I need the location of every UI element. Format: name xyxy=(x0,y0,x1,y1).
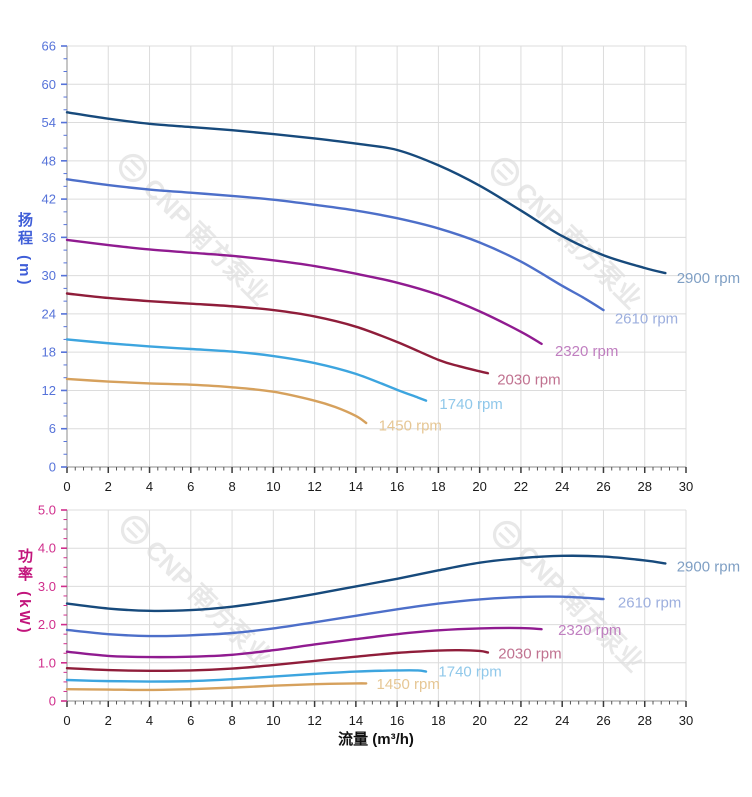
series-label-1740-rpm-power: 1740 rpm xyxy=(438,664,501,681)
x-tick-labels: 0 2 4 6 8 10 12 14 16 18 20 22 24 26 28 30 xyxy=(63,479,693,494)
svg-text:10: 10 xyxy=(266,479,280,494)
series-label-2900-rpm-power: 2900 rpm xyxy=(677,559,740,576)
x-ticks xyxy=(66,467,687,473)
cnp-logo-icon xyxy=(492,520,522,550)
svg-text:12: 12 xyxy=(307,713,321,728)
svg-text:30: 30 xyxy=(679,479,693,494)
svg-text:28: 28 xyxy=(637,713,651,728)
svg-text:6: 6 xyxy=(49,421,56,436)
svg-text:30: 30 xyxy=(42,268,56,283)
svg-text:22: 22 xyxy=(514,479,528,494)
svg-text:0: 0 xyxy=(63,479,70,494)
svg-text:22: 22 xyxy=(514,713,528,728)
svg-text:18: 18 xyxy=(431,479,445,494)
curve-2900-rpm-power xyxy=(65,554,667,613)
svg-text:0: 0 xyxy=(49,460,56,475)
svg-text:66: 66 xyxy=(42,39,56,54)
svg-text:4: 4 xyxy=(146,479,153,494)
watermark-2: CNP 南方泵业 xyxy=(490,157,648,315)
svg-text:10: 10 xyxy=(266,713,280,728)
svg-text:6: 6 xyxy=(187,713,194,728)
svg-text:16: 16 xyxy=(390,713,404,728)
series-label-2900-rpm-head: 2900 rpm xyxy=(677,270,740,287)
series-label-2320-rpm-power: 2320 rpm xyxy=(558,622,621,639)
svg-text:5.0: 5.0 xyxy=(38,503,56,518)
y-ticks xyxy=(61,509,67,702)
power-axis-title: 功率 (kW) xyxy=(16,548,33,636)
svg-text:1.0: 1.0 xyxy=(38,655,56,670)
svg-text:12: 12 xyxy=(42,383,56,398)
svg-text:2: 2 xyxy=(105,713,112,728)
head-chart: 0 2 4 6 8 10 12 14 16 18 20 22 24 26 28 300612182430364… xyxy=(42,39,741,495)
svg-text:24: 24 xyxy=(555,479,569,494)
y-ticks xyxy=(61,45,67,468)
svg-text:28: 28 xyxy=(637,479,651,494)
gridlines xyxy=(66,45,687,468)
curve-1450-rpm-power xyxy=(65,682,368,692)
svg-text:42: 42 xyxy=(42,192,56,207)
curve-2610-rpm-power xyxy=(65,595,605,638)
series-label-2610-rpm-head: 2610 rpm xyxy=(615,310,678,327)
svg-text:26: 26 xyxy=(596,479,610,494)
series-label-2030-rpm-head: 2030 rpm xyxy=(497,372,560,389)
cnp-logo-icon xyxy=(490,157,520,187)
curve-1740-rpm-head xyxy=(65,338,428,402)
watermark-1: CNP 南方泵业 xyxy=(118,153,276,311)
flow-axis-title: 流量 (m³/h) xyxy=(338,731,414,748)
svg-text:24: 24 xyxy=(555,713,569,728)
cnp-logo-icon xyxy=(120,515,150,545)
svg-text:54: 54 xyxy=(42,115,56,130)
curve-1450-rpm-head xyxy=(65,377,368,425)
svg-text:3.0: 3.0 xyxy=(38,579,56,594)
series-label-1450-rpm-head: 1450 rpm xyxy=(379,418,442,435)
svg-text:48: 48 xyxy=(42,153,56,168)
svg-text:30: 30 xyxy=(679,713,693,728)
watermark-3: CNP 南方泵业 xyxy=(120,515,278,673)
svg-text:20: 20 xyxy=(472,479,486,494)
svg-text:8: 8 xyxy=(228,713,235,728)
series-label-1450-rpm-power: 1450 rpm xyxy=(377,676,440,693)
svg-text:6: 6 xyxy=(187,479,194,494)
svg-text:60: 60 xyxy=(42,77,56,92)
curve-2030-rpm-power xyxy=(65,648,490,673)
svg-text:24: 24 xyxy=(42,306,56,321)
svg-text:2: 2 xyxy=(105,479,112,494)
svg-text:12: 12 xyxy=(307,479,321,494)
x-tick-labels: 0 2 4 6 8 10 12 14 16 18 20 22 24 26 28 30 xyxy=(63,713,693,728)
svg-text:18: 18 xyxy=(42,345,56,360)
svg-text:18: 18 xyxy=(431,713,445,728)
svg-text:8: 8 xyxy=(228,479,235,494)
curve-1740-rpm-power xyxy=(65,669,428,683)
y-tick-labels: 0 1.0 2.0 3.0 4.0 5.0 xyxy=(38,503,56,709)
curve-2320-rpm-head xyxy=(65,238,543,346)
power-chart: 0 2 4 6 8 10 12 14 16 18 20 22 24 26 28 3001.02.03.04.0… xyxy=(38,503,740,729)
svg-text:36: 36 xyxy=(42,230,56,245)
y-tick-labels: 0 6 12 18 24 30 36 42 48 54 60 66 xyxy=(42,39,56,475)
series-label-2610-rpm-power: 2610 rpm xyxy=(618,594,681,611)
svg-text:4: 4 xyxy=(146,713,153,728)
svg-text:0: 0 xyxy=(49,694,56,709)
svg-text:26: 26 xyxy=(596,713,610,728)
series-label-1740-rpm-head: 1740 rpm xyxy=(439,396,502,413)
curve-2900-rpm-head xyxy=(65,111,667,275)
svg-text:2.0: 2.0 xyxy=(38,617,56,632)
svg-text:14: 14 xyxy=(349,713,363,728)
cnp-logo-icon xyxy=(118,153,148,183)
series-label-2030-rpm-power: 2030 rpm xyxy=(498,646,561,663)
head-axis-title: 扬程 (m) xyxy=(16,212,33,288)
curve-2030-rpm-head xyxy=(65,292,490,375)
curve-2610-rpm-head xyxy=(65,178,605,312)
x-ticks xyxy=(66,701,687,707)
svg-text:0: 0 xyxy=(63,713,70,728)
svg-text:14: 14 xyxy=(349,479,363,494)
svg-text:16: 16 xyxy=(390,479,404,494)
svg-text:4.0: 4.0 xyxy=(38,541,56,556)
curve-2320-rpm-power xyxy=(65,626,543,659)
svg-text:20: 20 xyxy=(472,713,486,728)
series-label-2320-rpm-head: 2320 rpm xyxy=(555,343,618,360)
